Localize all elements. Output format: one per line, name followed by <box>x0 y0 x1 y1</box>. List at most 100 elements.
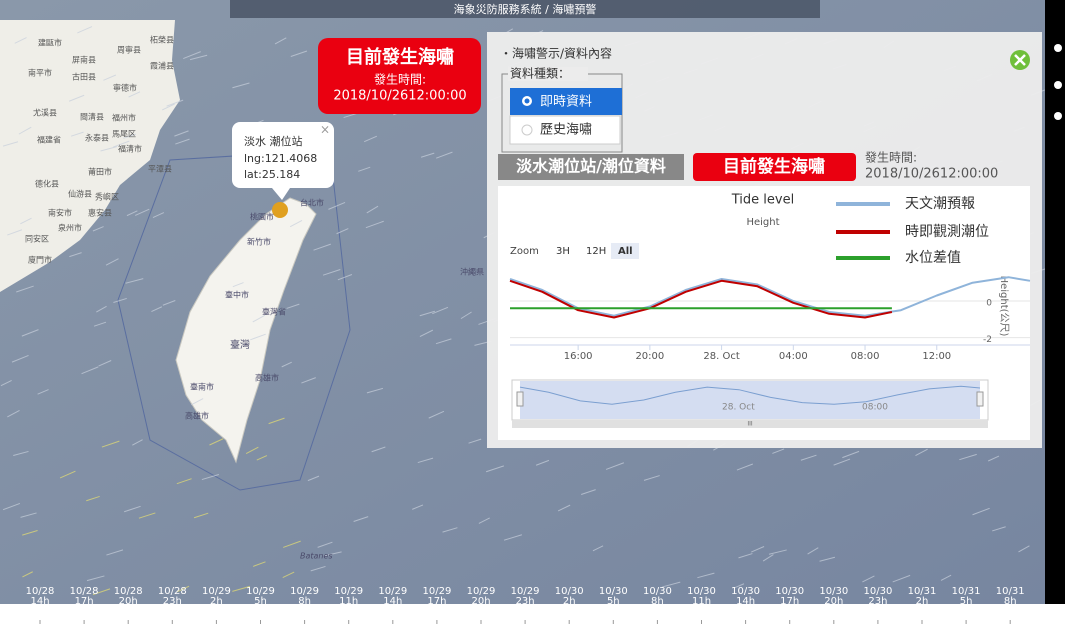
map-label: 臺灣 <box>230 338 250 351</box>
x-tick-label: 04:00 <box>779 351 808 362</box>
sidebar <box>1045 0 1065 604</box>
x-tick-label: 12:00 <box>922 351 951 362</box>
option[interactable]: 即時資料 <box>540 95 592 110</box>
timeline-hour: 17h <box>427 596 446 607</box>
y-tick-label: -2 <box>983 335 992 345</box>
navigator-label: 08:00 <box>862 403 888 413</box>
timeline-hour: 11h <box>339 596 358 607</box>
navigator-handle[interactable] <box>517 392 523 406</box>
timeline-hour: 23h <box>163 596 182 607</box>
navigator-range[interactable] <box>520 381 980 419</box>
map-label: 新竹市 <box>247 237 271 247</box>
timeline-hour: 5h <box>254 596 267 607</box>
timeline-hour: 20h <box>471 596 490 607</box>
map-label: 台北市 <box>300 198 324 208</box>
time: 2018/10/2612:00:00 <box>865 167 998 182</box>
timeline-hour: 2h <box>210 596 223 607</box>
timeline-hour: 5h <box>960 596 973 607</box>
time-label: 發生時間: <box>865 150 917 165</box>
timeline-strip <box>0 604 1045 626</box>
timeline-hour: 20h <box>119 596 138 607</box>
legend-label[interactable]: 水位差值 <box>905 250 961 266</box>
timeline-hour: 5h <box>607 596 620 607</box>
station-title: 淡水潮位站/潮位資料 <box>516 157 666 176</box>
map-label: 閩清县 <box>80 112 104 122</box>
screen: 建甌市周寧县柘榮县屏南县南平市霞浦县古田县寧德市尤溪县閩清县福州市永泰县馬尾区福… <box>0 0 1065 626</box>
scrollbar-grip[interactable]: III <box>747 421 753 428</box>
map-label: 福建省 <box>37 135 61 145</box>
map-label: 沖繩県 <box>460 267 484 277</box>
map-label: 周寧县 <box>117 45 141 55</box>
timeline-hour: 8h <box>651 596 664 607</box>
timeline-hour: 8h <box>298 596 311 607</box>
timeline-hour: 23h <box>868 596 887 607</box>
timeline-hour: 17h <box>75 596 94 607</box>
map-label: 霞浦县 <box>150 61 174 71</box>
map-label: 桃園市 <box>250 212 274 222</box>
legend-label[interactable]: 天文潮預報 <box>905 196 975 212</box>
map-label: 莆田市 <box>88 167 112 177</box>
chart-title: Tide level <box>731 193 794 208</box>
timeline-hour: 23h <box>516 596 535 607</box>
map-label: 馬尾区 <box>112 130 136 139</box>
timeline-hour: 14h <box>383 596 402 607</box>
timeline-hour: 17h <box>780 596 799 607</box>
zoom-button[interactable]: All <box>618 246 633 257</box>
y-axis-label: Height(公尺) <box>998 276 1010 337</box>
status: 目前發生海嘯 <box>723 156 825 177</box>
popup-lat: lat:25.184 <box>244 168 300 181</box>
alert-time-label: 發生時間: <box>374 72 426 87</box>
sidebar-icon[interactable] <box>1054 81 1062 89</box>
alert-time: 2018/10/2612:00:00 <box>333 89 466 104</box>
map-label: 永泰县 <box>85 133 109 143</box>
radio-dot <box>525 99 530 104</box>
navigator-handle[interactable] <box>977 392 983 406</box>
alert-title: 目前發生海嘯 <box>346 46 454 68</box>
timeline-hour: 20h <box>824 596 843 607</box>
popup-close[interactable]: × <box>320 123 330 137</box>
sidebar-icon[interactable] <box>1054 44 1062 52</box>
timeline-hour: 8h <box>1004 596 1017 607</box>
option[interactable]: 歷史海嘯 <box>540 123 592 138</box>
map-label: 尤溪县 <box>33 108 57 118</box>
x-tick-label: 20:00 <box>635 351 664 362</box>
timeline-hour: 14h <box>736 596 755 607</box>
map-label: 惠安县 <box>88 208 112 218</box>
map-label: 寧德市 <box>113 83 137 93</box>
map-label: 福州市 <box>112 113 136 123</box>
x-tick-label: 08:00 <box>851 351 880 362</box>
map-label: 仙游县 <box>68 189 92 199</box>
timeline-hour: 11h <box>692 596 711 607</box>
x-tick-label: 28. Oct <box>703 351 739 362</box>
station-marker[interactable] <box>272 202 288 218</box>
map-label: 高雄市 <box>185 411 209 421</box>
map-label: 福清市 <box>118 144 142 154</box>
map-label: 建甌市 <box>38 38 62 48</box>
panel-heading: ・海嘯警示/資料內容 <box>500 46 612 61</box>
page-title: 海象災防服務系統 / 海嘯預警 <box>454 2 597 16</box>
map-label: 泉州市 <box>58 223 82 233</box>
map-label: 臺灣省 <box>262 307 286 317</box>
fieldset-legend: 資料種類： <box>510 67 570 81</box>
timeline-hour: 14h <box>30 596 49 607</box>
zoom-button[interactable]: 3H <box>556 246 570 257</box>
map-label: 高雄市 <box>255 373 279 383</box>
legend-label[interactable]: 時即觀測潮位 <box>905 224 989 240</box>
map-label: 屏南县 <box>72 55 96 65</box>
map-label: 秀嶼区 <box>95 192 119 202</box>
chart-subtitle: Height <box>746 217 779 228</box>
timeline-hour: 2h <box>563 596 576 607</box>
radio[interactable] <box>522 125 532 135</box>
map-label: 平潭县 <box>148 165 172 174</box>
sidebar-icon[interactable] <box>1054 112 1062 120</box>
navigator-label: 28. Oct <box>722 403 755 413</box>
map-label: 臺中市 <box>225 290 249 300</box>
zoom-label: Zoom <box>510 246 539 257</box>
map-label: 德化县 <box>35 179 59 189</box>
map-label: 廈門市 <box>28 255 52 265</box>
zoom-button[interactable]: 12H <box>586 246 606 257</box>
map-label: 古田县 <box>72 72 96 82</box>
popup-lng: lng:121.4068 <box>244 152 317 165</box>
timeline-hour: 2h <box>916 596 929 607</box>
popup-title: 淡水 潮位站 <box>244 134 303 148</box>
